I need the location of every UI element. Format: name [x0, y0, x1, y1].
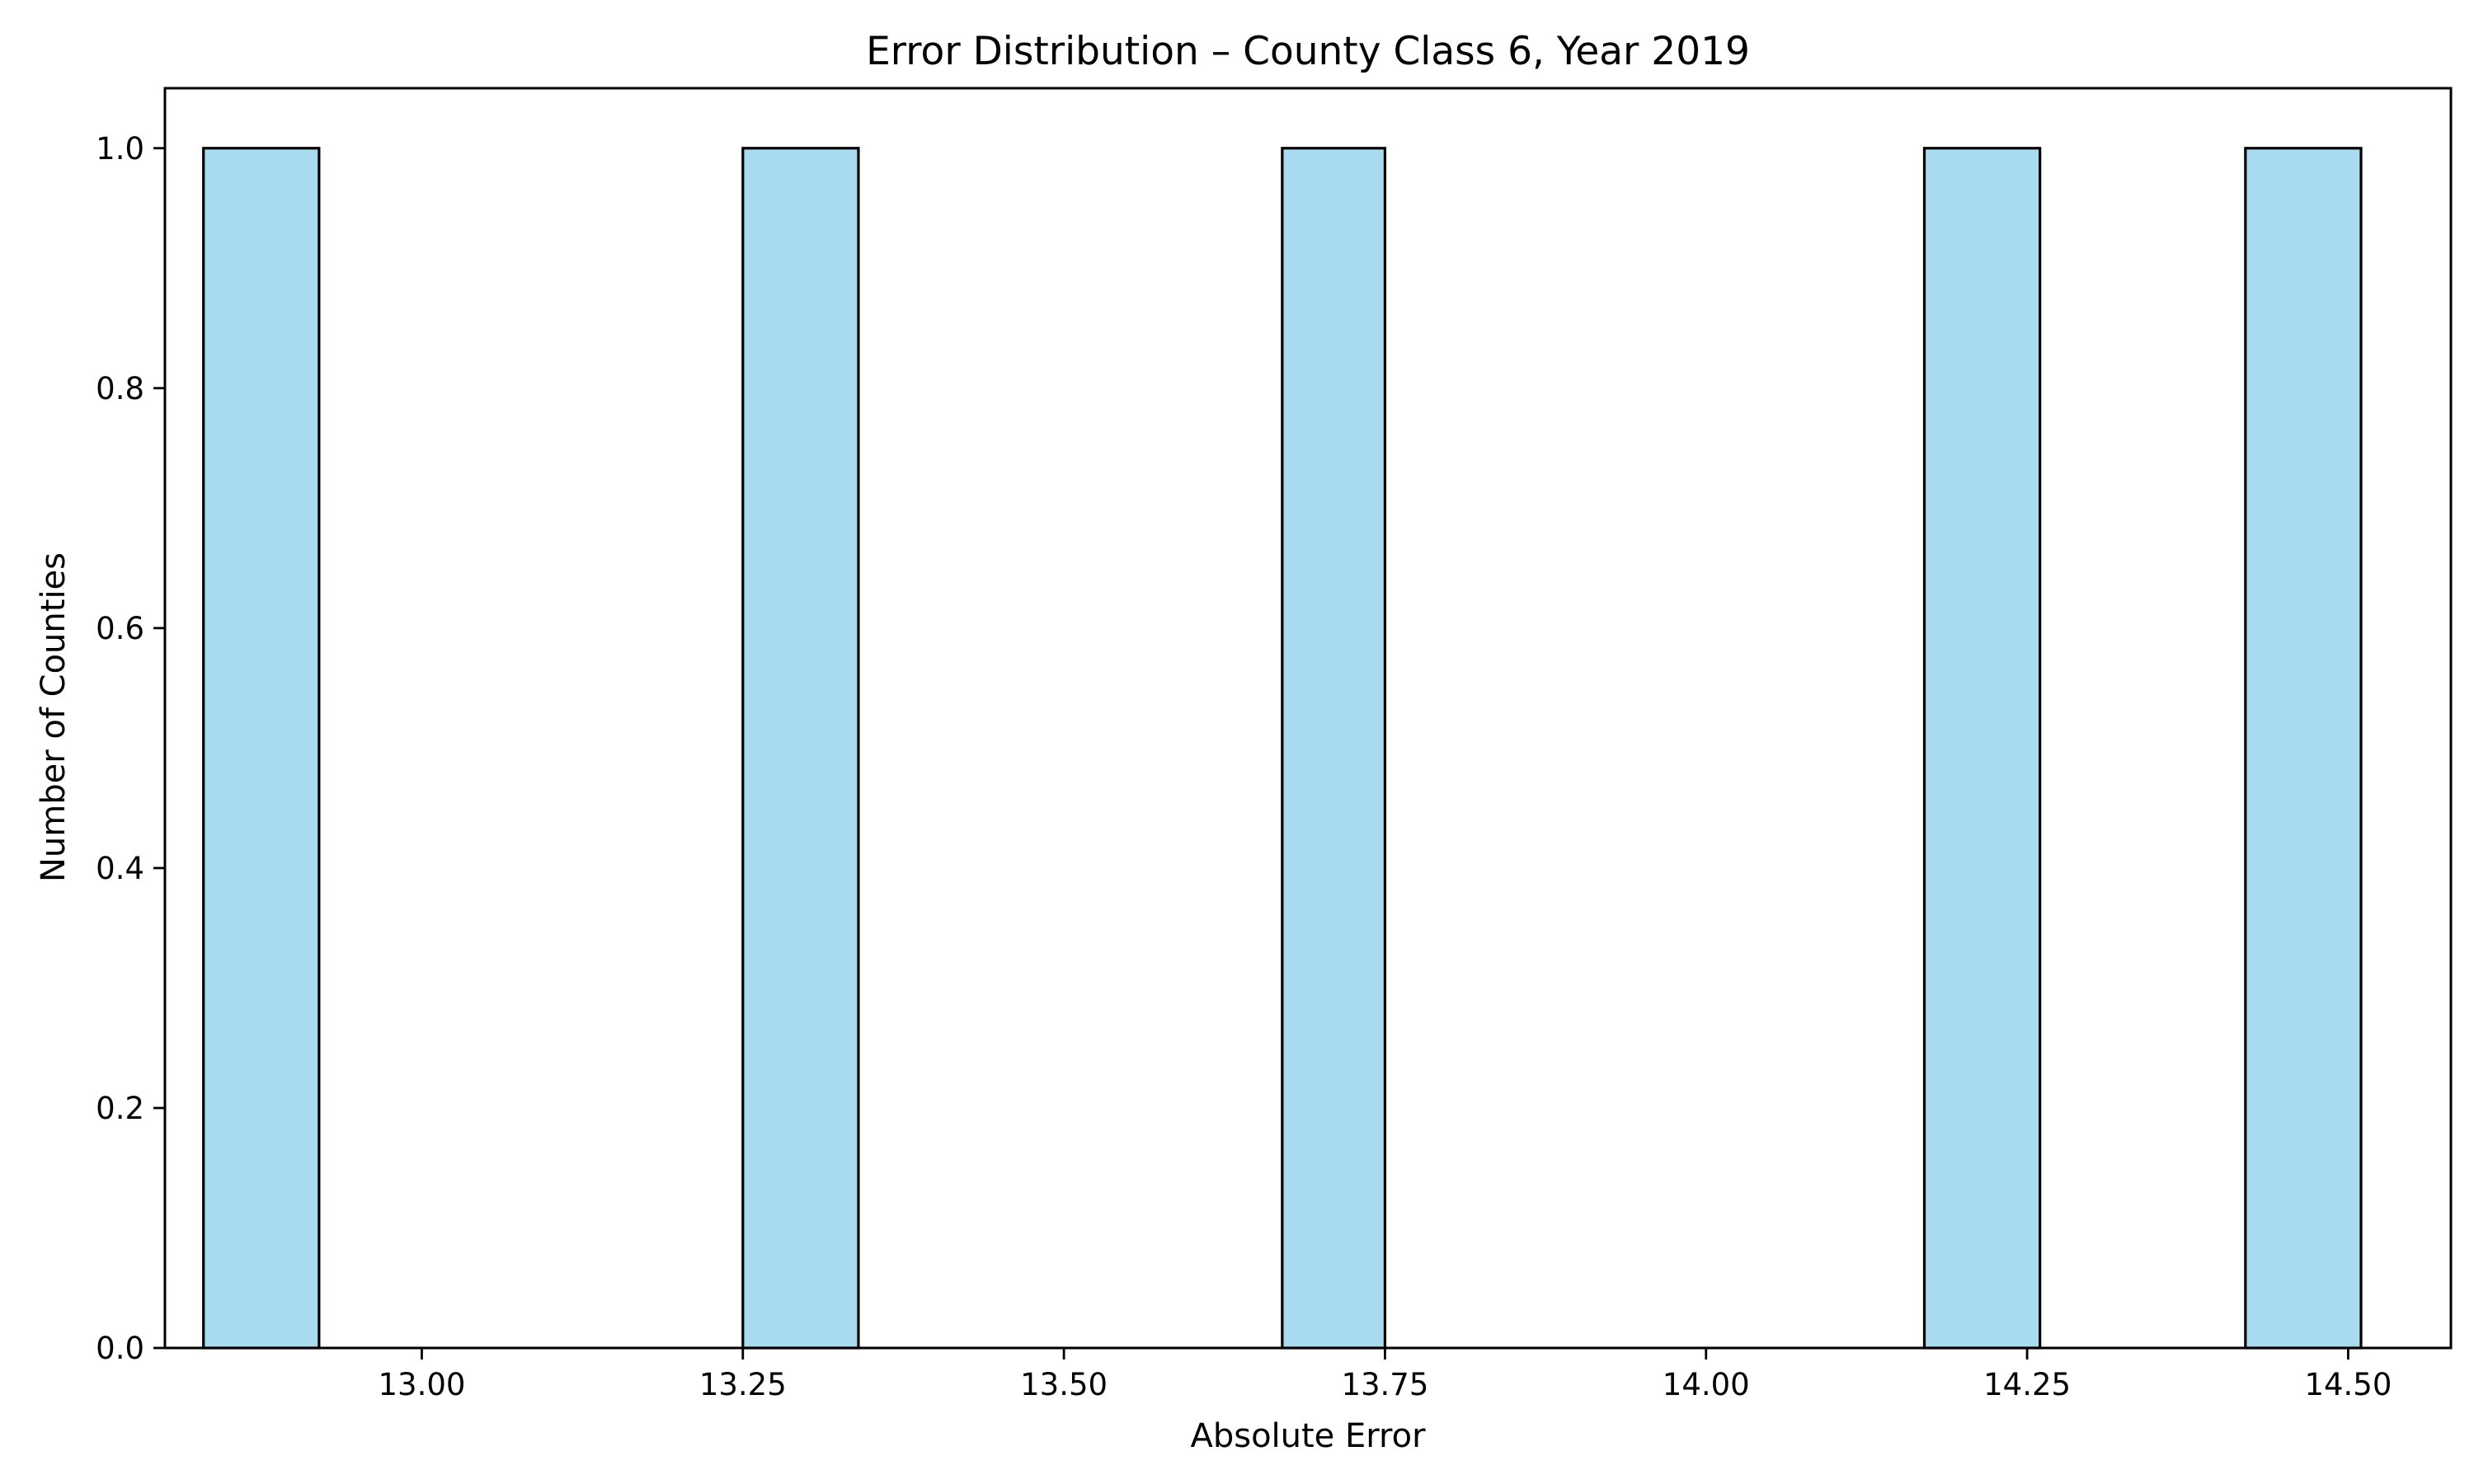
histogram-bar-3 [1281, 147, 1387, 1350]
y-tick-label-5: 0.8 [96, 371, 144, 406]
y-axis-label: Number of Counties [35, 552, 73, 882]
x-tick-label-4: 13.75 [1341, 1367, 1428, 1402]
histogram-bar-1 [202, 147, 321, 1350]
x-tick-label-7: 14.50 [2304, 1367, 2392, 1402]
y-tick-label-4: 0.6 [96, 611, 144, 646]
x-tick-label-5: 14.00 [1663, 1367, 1750, 1402]
chart-title: Error Distribution – County Class 6, Yea… [866, 29, 1750, 74]
histogram-bar-4 [1922, 147, 2042, 1350]
ticks-layer: 13.00 13.25 13.50 13.75 14.00 14.25 14.50 0.0 0.… [96, 131, 2392, 1402]
histogram-bar-5 [2244, 147, 2363, 1350]
x-tick-label-2: 13.25 [699, 1367, 787, 1402]
x-tick-label-3: 13.50 [1020, 1367, 1108, 1402]
bars-layer [202, 147, 2363, 1350]
plot-frame [163, 87, 2453, 1350]
x-axis-label: Absolute Error [1190, 1417, 1426, 1455]
y-tick-label-3: 0.4 [96, 851, 144, 886]
x-tick-label-1: 13.00 [378, 1367, 465, 1402]
y-tick-label-6: 1.0 [96, 131, 144, 167]
histogram-bar-2 [741, 147, 860, 1350]
y-tick-label-2: 0.2 [96, 1091, 144, 1126]
x-tick-label-6: 14.25 [1983, 1367, 2071, 1402]
y-tick-label-1: 0.0 [96, 1331, 144, 1366]
